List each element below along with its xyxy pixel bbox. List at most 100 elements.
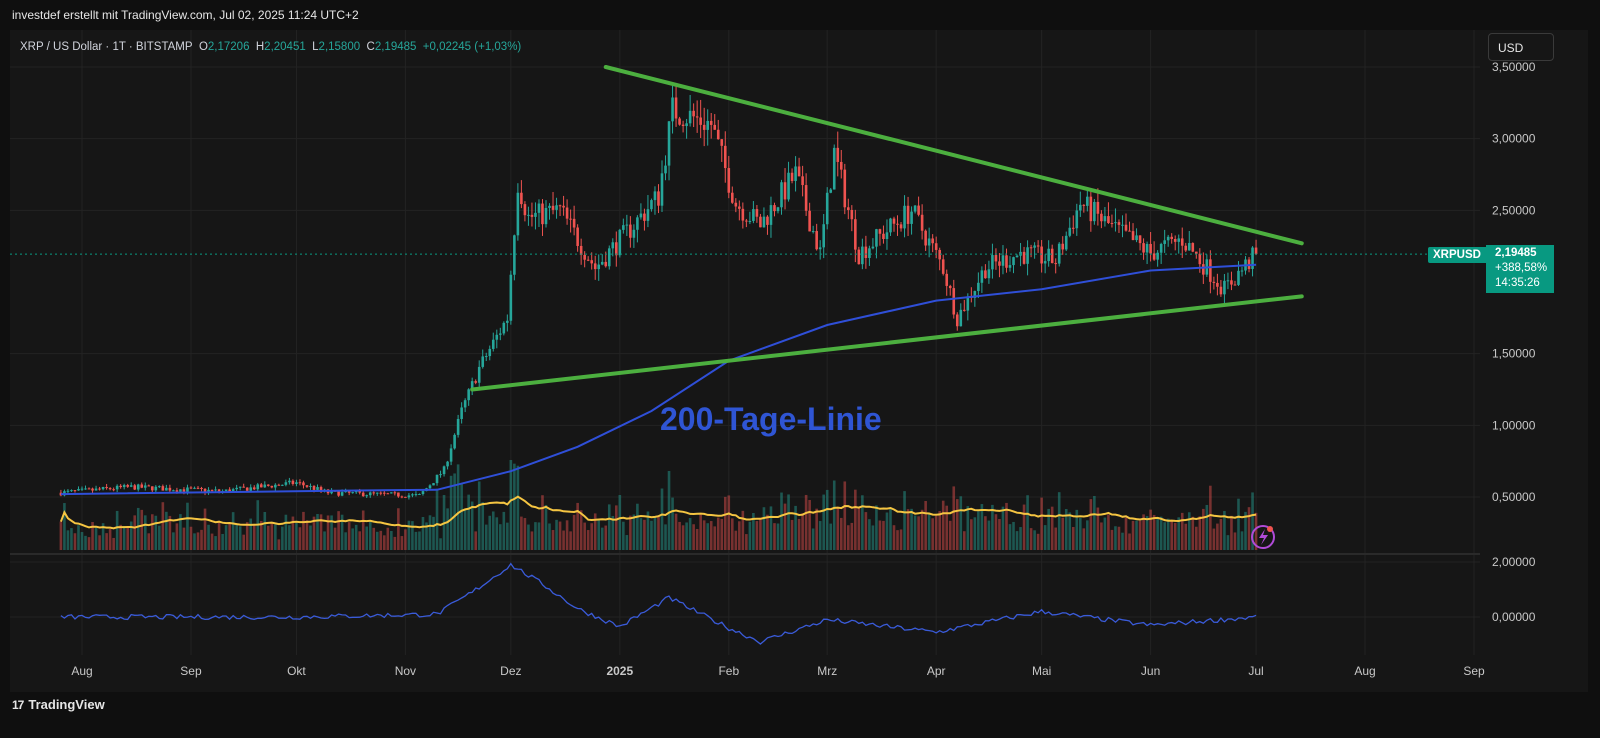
candle-body — [716, 129, 720, 140]
candle-body — [839, 161, 843, 170]
candle-body — [1029, 247, 1033, 249]
volume-bar — [228, 522, 231, 550]
volume-bar — [193, 533, 196, 550]
volume-bar — [1100, 522, 1103, 550]
candle-body — [1138, 235, 1142, 244]
candle-body — [579, 245, 583, 255]
chart-panel[interactable] — [10, 30, 1588, 692]
volume-bar — [1251, 492, 1254, 550]
legend-high: 2,20451 — [264, 41, 306, 53]
candle-body — [850, 209, 854, 220]
y-tick-label: 1,50000 — [1492, 347, 1536, 361]
alert-icon[interactable] — [1251, 525, 1275, 549]
candle-body — [1008, 265, 1012, 268]
candle-body — [896, 223, 899, 225]
candle-body — [755, 209, 759, 217]
volume-bar — [319, 514, 323, 550]
credit-line: investdef erstellt mit TradingView.com, … — [12, 8, 359, 22]
bottom-bar — [0, 692, 1600, 738]
candle-body — [1202, 264, 1205, 275]
volume-bar — [1064, 508, 1068, 550]
candle-body — [1110, 222, 1114, 224]
candle-body — [330, 490, 333, 494]
candle-body — [432, 483, 435, 486]
volume-bar — [375, 531, 379, 550]
candle-body — [372, 492, 376, 494]
candle-body — [1251, 247, 1254, 269]
candle-body — [231, 489, 235, 493]
volume-bar — [129, 521, 133, 550]
volume-bar — [769, 506, 773, 550]
tradingview-brand[interactable]: 17 TradingView — [12, 697, 105, 712]
candle-body — [920, 214, 924, 231]
candle-body — [133, 485, 137, 490]
candle-body — [1240, 270, 1244, 272]
volume-bar — [699, 514, 702, 550]
candle-body — [115, 485, 119, 490]
volume-bar — [794, 505, 797, 550]
candle-body — [931, 238, 934, 244]
volume-bar — [1187, 512, 1191, 550]
candle-body — [210, 489, 214, 491]
candle-body — [214, 489, 217, 491]
volume-bar — [738, 521, 741, 550]
volume-bar — [63, 503, 66, 550]
volume-bar — [558, 521, 562, 550]
volume-bar — [889, 508, 892, 550]
candle-body — [847, 207, 850, 210]
candle-body — [470, 381, 474, 390]
candle-body — [636, 217, 639, 230]
volume-bar — [892, 525, 896, 550]
volume-bar — [906, 509, 910, 550]
candle-body — [998, 261, 1001, 266]
candle-body — [973, 291, 977, 298]
volume-bar — [808, 499, 811, 550]
volume-bar — [288, 525, 291, 550]
candle-body — [224, 489, 228, 491]
candle-body — [70, 490, 73, 492]
volume-bar — [970, 519, 973, 550]
volume-bar — [87, 537, 91, 550]
volume-bar — [221, 533, 224, 550]
volume-bar — [1152, 514, 1156, 550]
volume-bar — [931, 518, 934, 550]
volume-bar — [537, 522, 541, 550]
candle-body — [797, 166, 801, 177]
osc-tick-label: 0,00000 — [1492, 610, 1536, 624]
volume-bar — [991, 504, 994, 550]
candle-body — [1022, 251, 1026, 264]
volume-bar — [203, 508, 207, 550]
volume-bar — [643, 519, 646, 550]
candle-body — [358, 491, 361, 493]
volume-bars — [59, 460, 1258, 550]
volume-bar — [463, 508, 467, 550]
candle-body — [172, 490, 175, 492]
candle-body — [129, 485, 133, 487]
currency-button[interactable]: USD — [1488, 33, 1554, 61]
volume-bar — [302, 511, 305, 550]
candle-body — [1166, 236, 1170, 241]
candle-body — [980, 270, 984, 283]
volume-bar — [945, 505, 949, 550]
candle-body — [491, 339, 495, 349]
candle-body — [917, 205, 920, 215]
volume-bar — [938, 511, 941, 550]
volume-bar — [1198, 516, 1202, 550]
volume-bar — [562, 530, 565, 550]
candle-body — [1040, 246, 1043, 264]
volume-bar — [762, 507, 766, 550]
volume-bar — [143, 515, 147, 550]
volume-bar — [847, 525, 850, 550]
volume-bar — [358, 531, 361, 550]
candle-body — [945, 273, 949, 286]
candle-body — [586, 259, 590, 261]
candle-body — [1005, 255, 1008, 268]
candle-body — [723, 145, 727, 169]
legend-close: 2,19485 — [374, 41, 417, 53]
candle-body — [822, 224, 825, 248]
x-tick-label: Jun — [1141, 664, 1160, 678]
candle-body — [143, 485, 147, 488]
volume-bar — [1219, 518, 1223, 550]
volume-bar — [196, 532, 200, 550]
